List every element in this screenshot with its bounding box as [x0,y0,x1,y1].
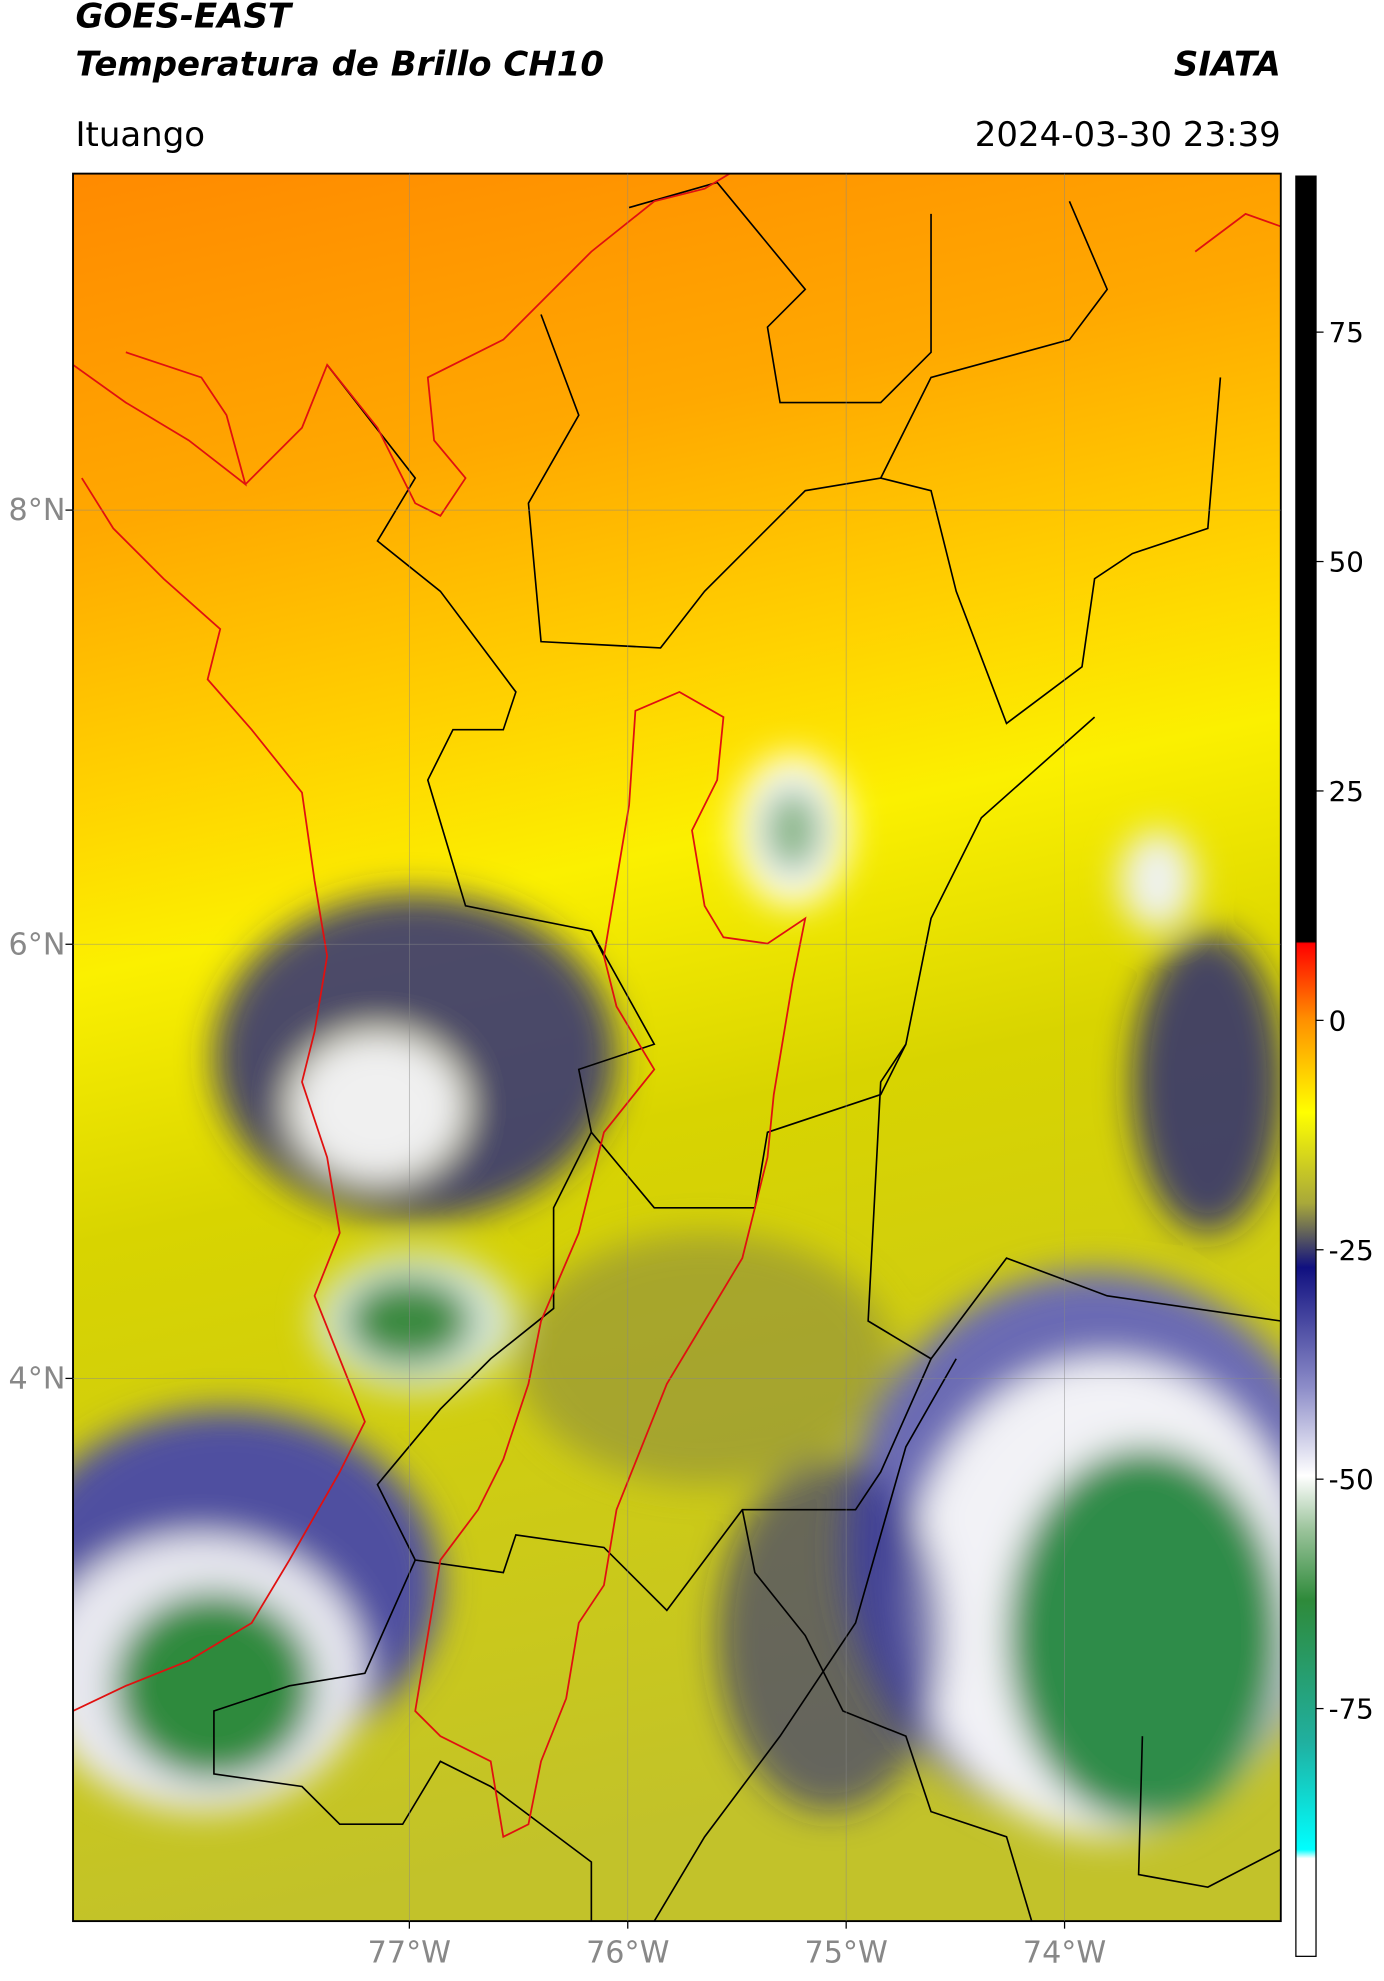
colorbar [1295,175,1317,1957]
lon-label: 74°W [1023,1936,1106,1971]
map-frame [72,172,1282,1923]
source: SIATA [1174,44,1281,84]
subtitle: Temperatura de Brillo CH10 [76,44,604,84]
satellite-image [73,173,1281,1922]
colorbar-label: 75 [1329,316,1364,349]
lon-label: 75°W [804,1936,887,1971]
lat-label: 4°N [9,1361,66,1396]
title: GOES-EAST [76,0,294,37]
colorbar-label: -25 [1329,1234,1374,1267]
colorbar-label: 25 [1329,775,1364,808]
location: Ituango [76,115,206,155]
lat-label: 8°N [9,493,66,528]
lon-label: 77°W [368,1936,451,1971]
colorbar-label: 0 [1329,1004,1347,1037]
colorbar-label: 50 [1329,546,1364,579]
colorbar-label: -50 [1329,1463,1374,1496]
colorbar-label: -75 [1329,1693,1374,1726]
lon-label: 76°W [586,1936,669,1971]
lat-label: 6°N [9,927,66,962]
timestamp: 2024-03-30 23:39 [975,115,1281,155]
